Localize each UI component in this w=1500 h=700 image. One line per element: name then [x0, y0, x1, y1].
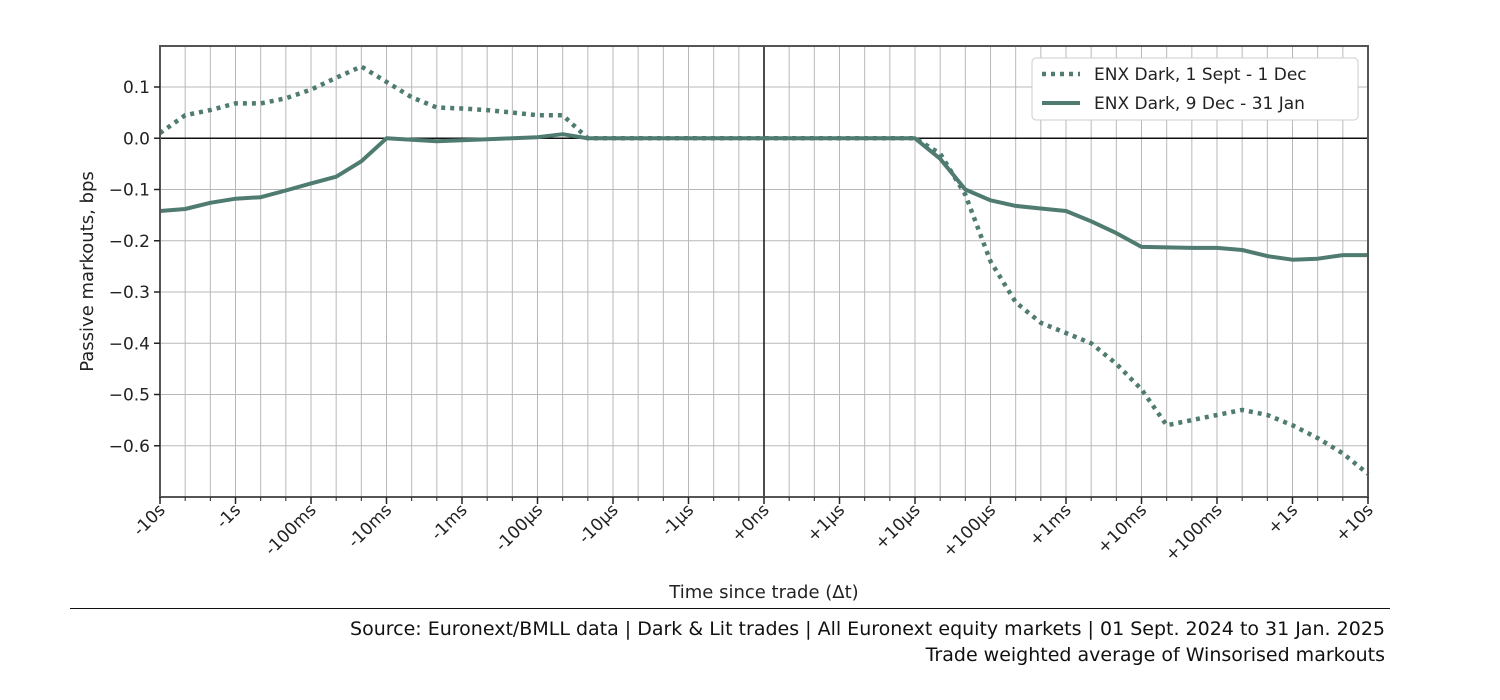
- y-axis-title: Passive markouts, bps: [77, 171, 98, 372]
- x-tick-label: -10s: [129, 500, 169, 540]
- y-tick-label: 0.1: [123, 78, 150, 98]
- y-axis-ticks: 0.1 0.0 −0.1 −0.2 −0.3 −0.4 −0.5 −0.6: [109, 78, 160, 457]
- series-line-9-dec-31-jan: [159, 132, 1368, 262]
- y-tick-label: 0.0: [123, 129, 150, 149]
- footer-divider: [70, 608, 1390, 609]
- x-tick-label: -100µs: [492, 500, 547, 555]
- y-tick-label: −0.1: [109, 181, 150, 201]
- legend: ENX Dark, 1 Sept - 1 Dec ENX Dark, 9 Dec…: [1031, 57, 1359, 121]
- x-tick-label: -1µs: [658, 500, 698, 540]
- x-tick-label: +0ns: [728, 500, 774, 546]
- x-tick-label: +10µs: [871, 500, 925, 554]
- x-tick-label: +100µs: [939, 500, 1000, 561]
- x-tick-label: +1ms: [1026, 500, 1076, 550]
- y-tick-label: −0.3: [109, 283, 150, 303]
- x-axis-title: Time since trade (Δt): [668, 582, 858, 603]
- x-tick-label: +100ms: [1161, 500, 1226, 565]
- x-tick-label: +10s: [1332, 500, 1378, 546]
- y-tick-label: −0.2: [109, 232, 150, 252]
- x-tick-label: -10µs: [575, 500, 623, 548]
- y-tick-label: −0.5: [109, 386, 150, 406]
- legend-label-9-dec-31-jan: ENX Dark, 9 Dec - 31 Jan: [1094, 94, 1305, 114]
- legend-label-1-sept-1-dec: ENX Dark, 1 Sept - 1 Dec: [1094, 65, 1307, 85]
- chart-footer: Source: Euronext/BMLL data | Dark & Lit …: [350, 616, 1385, 668]
- legend-box: [1031, 57, 1359, 121]
- x-tick-label: -100ms: [261, 500, 320, 559]
- method-note: Trade weighted average of Winsorised mar…: [925, 644, 1385, 666]
- source-note: Source: Euronext/BMLL data | Dark & Lit …: [350, 618, 1385, 640]
- x-tick-label: +1s: [1264, 500, 1302, 538]
- y-tick-label: −0.4: [109, 334, 150, 354]
- x-axis-ticks: -10s -1s -100ms -10ms -1ms -100µs -10µs -1µs +0n…: [129, 497, 1378, 566]
- x-tick-label: +10ms: [1094, 500, 1152, 558]
- x-tick-label: -1ms: [427, 500, 471, 544]
- y-tick-label: −0.6: [109, 437, 150, 457]
- x-tick-label: -1s: [213, 500, 245, 532]
- series-lines: [158, 64, 1370, 476]
- x-tick-label: +1µs: [803, 500, 849, 546]
- series-line-1-sept-1-dec: [158, 64, 1370, 476]
- x-tick-label: -10ms: [344, 500, 396, 552]
